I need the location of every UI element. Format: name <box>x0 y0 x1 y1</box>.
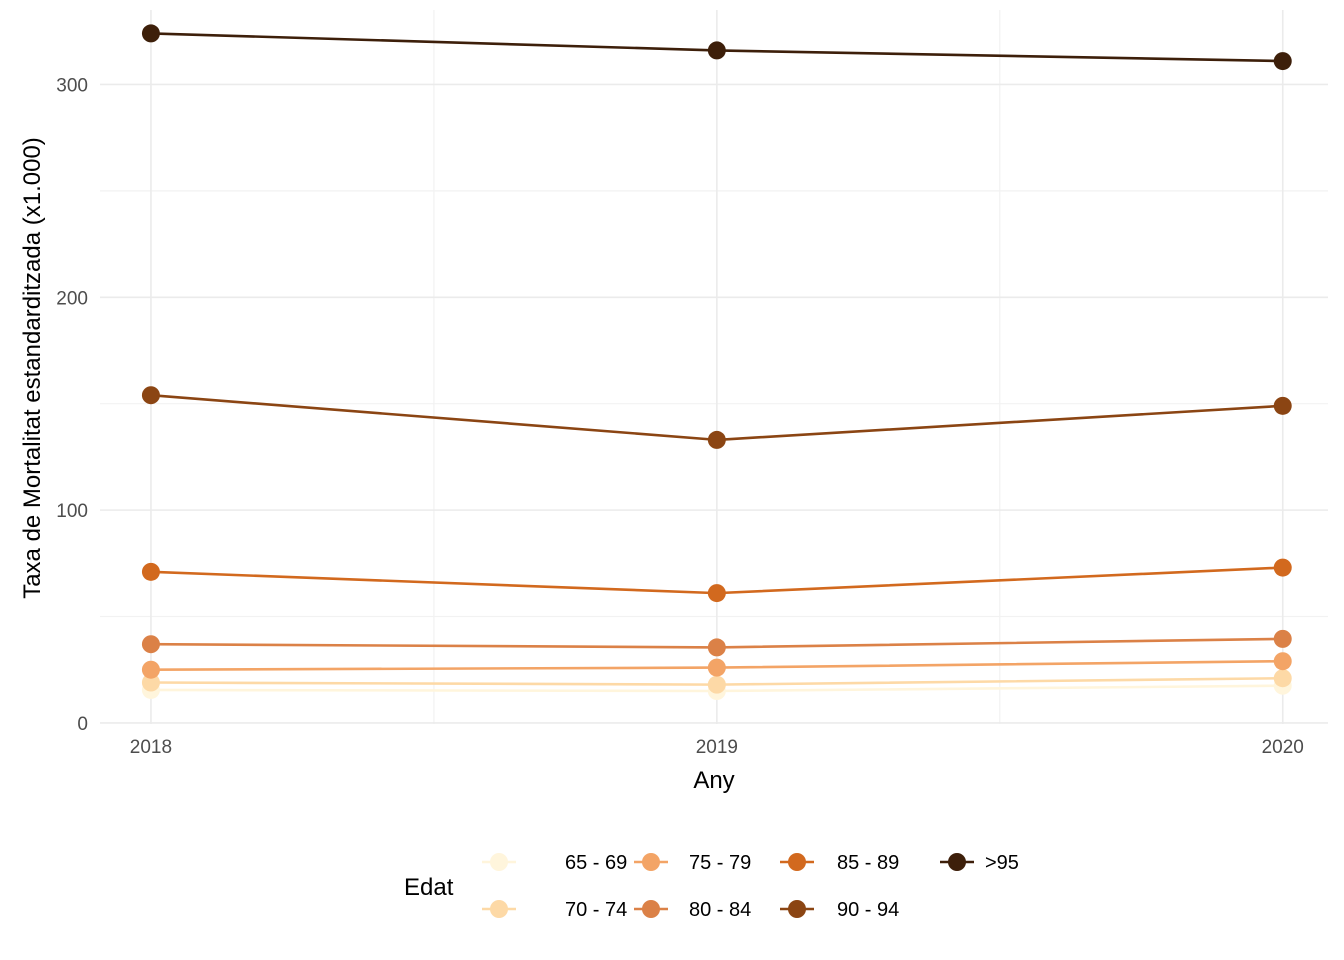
legend-key-point <box>788 853 806 871</box>
legend-label: 70 - 74 <box>565 899 627 921</box>
data-point <box>707 584 726 603</box>
data-point <box>141 660 160 679</box>
legend-item: 65 - 69 <box>482 852 627 874</box>
y-tick-labels: 0 100 200 300 <box>56 75 88 734</box>
minor-gridlines <box>100 10 1328 724</box>
legend-label: 65 - 69 <box>565 852 627 874</box>
legend: Edat 65 - 69 70 - 74 75 - 79 80 - 84 85 - 89… <box>404 852 1019 921</box>
legend-item: 90 - 94 <box>780 899 899 921</box>
x-tick-label: 2020 <box>1262 737 1304 758</box>
legend-key-point <box>490 853 508 871</box>
legend-item: 75 - 79 <box>634 852 751 874</box>
data-point <box>141 673 160 692</box>
y-tick-label: 0 <box>77 714 88 735</box>
legend-item: 80 - 84 <box>634 899 751 921</box>
data-point <box>1273 652 1292 671</box>
legend-label: 90 - 94 <box>837 899 899 921</box>
y-tick-label: 200 <box>56 288 88 309</box>
data-point <box>141 562 160 581</box>
legend-item: >95 <box>940 852 1019 874</box>
legend-item: 85 - 89 <box>780 852 899 874</box>
legend-label: 85 - 89 <box>837 852 899 874</box>
legend-key-point <box>642 900 660 918</box>
y-tick-label: 300 <box>56 75 88 96</box>
data-point <box>1273 396 1292 415</box>
legend-item: 70 - 74 <box>482 899 627 921</box>
data-point <box>1273 669 1292 688</box>
data-point <box>707 41 726 60</box>
x-tick-labels: 2018 2019 2020 <box>130 737 1304 758</box>
data-point <box>1273 52 1292 71</box>
data-point <box>141 635 160 654</box>
y-tick-label: 100 <box>56 501 88 522</box>
data-point <box>707 675 726 694</box>
x-axis-title: Any <box>693 767 734 794</box>
data-point <box>707 658 726 677</box>
legend-label: >95 <box>985 852 1019 874</box>
x-tick-label: 2018 <box>130 737 172 758</box>
major-gridlines <box>100 10 1328 724</box>
legend-key-point <box>490 900 508 918</box>
x-tick-label: 2019 <box>696 737 738 758</box>
data-point <box>1273 558 1292 577</box>
y-axis-title: Taxa de Mortalitat estandarditzada (x1.0… <box>19 137 46 599</box>
legend-title: Edat <box>404 874 454 901</box>
data-point <box>1273 629 1292 648</box>
legend-label: 80 - 84 <box>689 899 751 921</box>
series-points <box>141 24 1292 701</box>
legend-key-point <box>788 900 806 918</box>
legend-key-point <box>948 853 966 871</box>
legend-label: 75 - 79 <box>689 852 751 874</box>
data-point <box>141 24 160 43</box>
data-point <box>707 638 726 657</box>
legend-key-point <box>642 853 660 871</box>
data-point <box>707 430 726 449</box>
data-point <box>141 386 160 405</box>
